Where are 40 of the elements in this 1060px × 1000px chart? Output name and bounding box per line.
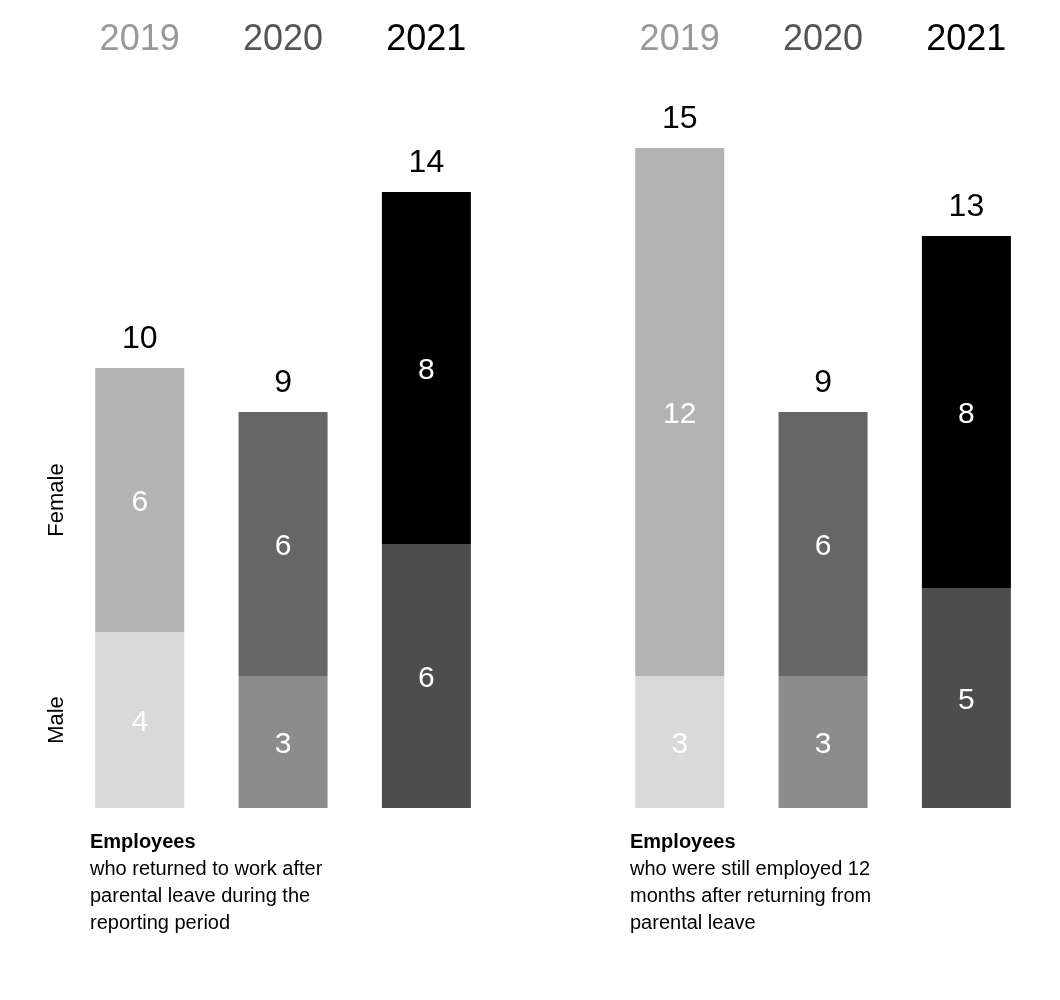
bar — [635, 148, 725, 676]
total-label: 13 — [948, 187, 985, 223]
data-label: 6 — [131, 484, 149, 517]
x-tick-label: 2020 — [242, 17, 324, 58]
bar — [921, 236, 1011, 588]
bar — [778, 676, 868, 808]
total-label: 9 — [814, 363, 832, 399]
bar — [778, 412, 868, 676]
bar — [95, 368, 185, 632]
bar — [238, 676, 328, 808]
total-label: 9 — [274, 363, 292, 399]
data-label: 3 — [274, 726, 292, 759]
data-label: 6 — [814, 528, 832, 561]
text: Employees — [630, 829, 737, 854]
total-label: 15 — [661, 99, 698, 135]
text: Employees — [90, 829, 197, 854]
bar — [238, 412, 328, 676]
bar — [921, 588, 1011, 808]
data-label: 5 — [958, 682, 975, 715]
data-label: 8 — [958, 396, 975, 429]
data-label: 6 — [274, 528, 292, 561]
total-label: 10 — [121, 319, 158, 355]
text: Female — [43, 463, 69, 537]
data-label: 12 — [663, 396, 697, 429]
text: who returned to work after parental leave during the reporting period — [90, 856, 324, 935]
bar — [381, 544, 471, 808]
bar — [381, 192, 471, 544]
data-label: 8 — [418, 352, 435, 385]
total-label: 14 — [408, 143, 445, 179]
x-tick-label: 2020 — [782, 17, 864, 58]
bar — [635, 676, 725, 808]
x-tick-label: 2021 — [386, 17, 467, 58]
data-label: 3 — [814, 726, 832, 759]
x-tick-label: 2019 — [639, 17, 720, 58]
x-tick-label: 2021 — [926, 17, 1007, 58]
data-label: 6 — [418, 660, 435, 693]
x-tick-label: 2019 — [99, 17, 180, 58]
text: who were still employed 12 months after returning from parental leave — [630, 856, 873, 935]
bar — [95, 632, 185, 808]
text: Male — [43, 696, 69, 744]
